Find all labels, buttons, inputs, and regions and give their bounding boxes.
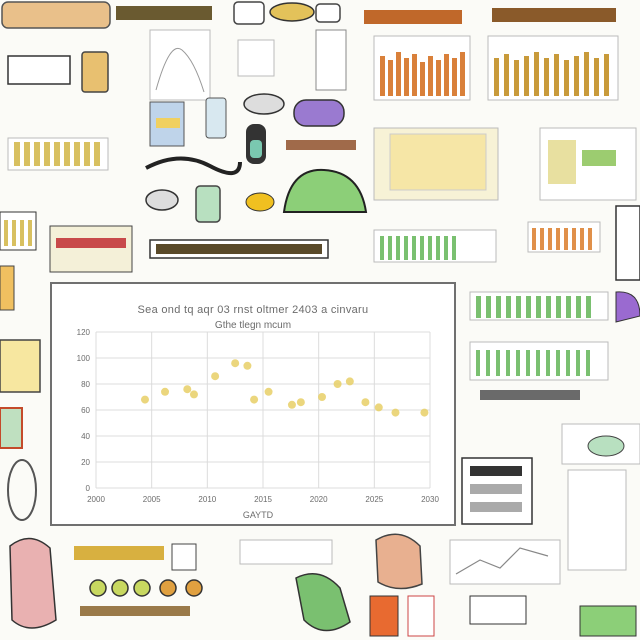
data-point [161, 387, 170, 396]
x-tick-label: 2005 [143, 495, 161, 504]
y-tick-label: 60 [81, 406, 90, 415]
x-tick-label: 2020 [310, 495, 328, 504]
collage-bottom-rows [9, 457, 637, 637]
scatter-plot: 0 20 40 60 80 100 120 2000 2005 2010 2015 2020 2025… [77, 328, 440, 504]
data-point [391, 408, 400, 417]
data-point [243, 361, 252, 370]
data-point [296, 398, 305, 407]
data-point [318, 393, 327, 401]
plot-grid [95, 331, 431, 489]
data-point [183, 385, 192, 394]
data-point [231, 359, 240, 368]
x-tick-label: 2030 [421, 495, 439, 504]
x-axis-label: GAYTD [242, 510, 274, 520]
x-tick-label: 2015 [254, 495, 272, 504]
chart-panel: Sea ond tq aqr 03 rnst oltmer 2403 a cin… [50, 282, 456, 526]
data-point [374, 403, 383, 412]
y-axis-ticks: 0 20 40 60 80 100 120 [77, 328, 91, 493]
data-points [140, 359, 429, 417]
y-tick-label: 120 [77, 328, 91, 337]
data-point [333, 380, 342, 388]
x-axis-ticks: 2000 2005 2010 2015 2020 2025 2030 [87, 495, 439, 504]
data-point [140, 395, 149, 404]
collage-bar-thumbnails [7, 29, 619, 101]
y-tick-label: 100 [77, 354, 91, 363]
y-tick-label: 40 [81, 432, 90, 441]
data-point [189, 390, 198, 399]
data-point [287, 400, 296, 409]
y-tick-label: 20 [81, 458, 90, 467]
y-tick-label: 0 [86, 484, 91, 493]
collage-top-row [1, 1, 616, 29]
x-tick-label: 2025 [365, 495, 383, 504]
chart-title: Sea ond tq aqr 03 rnst oltmer 2403 a cin… [137, 304, 369, 316]
y-tick-label: 80 [81, 380, 90, 389]
data-point [345, 377, 354, 386]
data-point [250, 395, 259, 404]
data-point [420, 408, 429, 417]
chart-subtitle: Gthe tlegn mcum [214, 320, 292, 331]
data-point [361, 398, 370, 407]
x-tick-label: 2000 [87, 495, 105, 504]
x-tick-label: 2010 [198, 495, 216, 504]
collage-middle-rows [0, 205, 640, 521]
collage-objects-row [7, 93, 637, 223]
data-point [264, 387, 273, 396]
data-point [211, 372, 220, 381]
